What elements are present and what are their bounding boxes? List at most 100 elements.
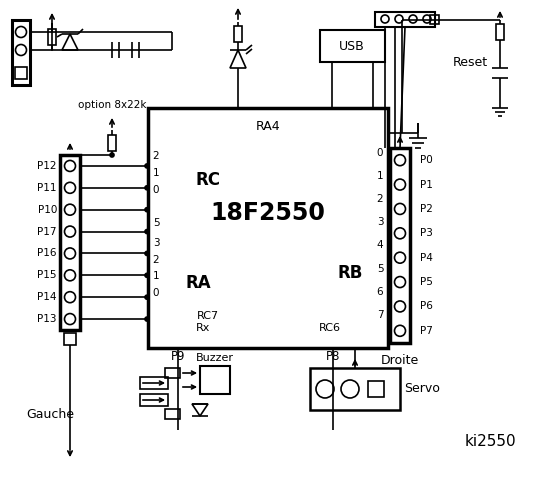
Circle shape	[145, 317, 149, 321]
Text: option 8x22k: option 8x22k	[78, 100, 146, 110]
Circle shape	[394, 301, 405, 312]
Text: 0: 0	[153, 288, 159, 298]
Text: 1: 1	[377, 171, 383, 181]
Bar	[148, 108, 388, 348]
Circle shape	[65, 160, 76, 171]
Text: RA: RA	[185, 274, 211, 292]
Text: 4: 4	[377, 240, 383, 251]
Text: Servo: Servo	[404, 383, 440, 396]
Circle shape	[145, 164, 149, 168]
Text: P12: P12	[38, 161, 57, 171]
Circle shape	[394, 228, 405, 239]
Text: Rx: Rx	[196, 323, 210, 333]
Circle shape	[395, 15, 403, 23]
Text: P6: P6	[420, 301, 433, 312]
Circle shape	[394, 325, 405, 336]
Text: 2: 2	[377, 194, 383, 204]
Text: RA4: RA4	[255, 120, 280, 132]
Bar	[430, 15, 439, 24]
Text: RB: RB	[337, 264, 363, 282]
Circle shape	[394, 179, 405, 190]
Text: 0: 0	[153, 185, 159, 195]
Circle shape	[65, 292, 76, 303]
Bar	[368, 381, 384, 397]
Text: 5: 5	[153, 218, 159, 228]
Bar	[200, 366, 230, 394]
Bar	[60, 155, 80, 330]
Circle shape	[394, 204, 405, 215]
Circle shape	[65, 270, 76, 281]
Text: P9: P9	[171, 349, 185, 362]
Circle shape	[409, 15, 417, 23]
Circle shape	[145, 273, 149, 277]
Text: P2: P2	[420, 204, 433, 214]
Bar	[108, 134, 116, 151]
Bar	[15, 67, 27, 79]
Circle shape	[65, 313, 76, 324]
Bar	[165, 409, 180, 419]
Bar	[234, 25, 242, 41]
Circle shape	[394, 276, 405, 288]
Text: P17: P17	[38, 227, 57, 237]
Text: 2: 2	[153, 151, 159, 161]
Circle shape	[65, 226, 76, 237]
Text: RC6: RC6	[319, 323, 341, 333]
Circle shape	[316, 380, 334, 398]
Circle shape	[110, 153, 114, 157]
Text: P14: P14	[38, 292, 57, 302]
Bar	[64, 333, 76, 345]
Text: 1: 1	[153, 271, 159, 281]
Text: 3: 3	[153, 238, 159, 248]
Circle shape	[145, 295, 149, 299]
Text: 7: 7	[377, 310, 383, 320]
Text: 2: 2	[153, 255, 159, 265]
Circle shape	[423, 15, 431, 23]
Text: 18F2550: 18F2550	[211, 201, 325, 225]
Text: P4: P4	[420, 252, 433, 263]
Text: Droite: Droite	[381, 355, 419, 368]
Text: P0: P0	[420, 155, 433, 165]
Circle shape	[65, 182, 76, 193]
Bar	[12, 20, 30, 85]
Text: P3: P3	[420, 228, 433, 238]
Circle shape	[15, 45, 27, 56]
Text: 0: 0	[377, 148, 383, 158]
Text: P11: P11	[38, 183, 57, 193]
Text: Buzzer: Buzzer	[196, 353, 234, 363]
Text: P8: P8	[326, 349, 340, 362]
Text: P16: P16	[38, 249, 57, 258]
Text: P10: P10	[38, 204, 57, 215]
Text: ki2550: ki2550	[464, 434, 516, 449]
Circle shape	[145, 229, 149, 234]
Text: Reset: Reset	[452, 57, 488, 70]
Bar	[496, 24, 504, 39]
Bar	[310, 368, 400, 410]
Bar	[320, 30, 385, 62]
Circle shape	[341, 380, 359, 398]
Text: 1: 1	[153, 168, 159, 178]
Circle shape	[15, 26, 27, 37]
Circle shape	[145, 252, 149, 255]
Text: P5: P5	[420, 277, 433, 287]
Text: 3: 3	[377, 217, 383, 228]
Text: USB: USB	[339, 39, 365, 52]
Bar	[390, 148, 410, 343]
Circle shape	[65, 204, 76, 215]
Circle shape	[65, 248, 76, 259]
Bar	[48, 28, 56, 45]
Text: Gauche: Gauche	[26, 408, 74, 421]
Bar	[140, 394, 168, 406]
Text: P15: P15	[38, 270, 57, 280]
Bar	[375, 12, 435, 27]
Bar	[140, 377, 168, 389]
Circle shape	[145, 208, 149, 212]
Circle shape	[145, 186, 149, 190]
Circle shape	[381, 15, 389, 23]
Circle shape	[394, 252, 405, 263]
Text: 5: 5	[377, 264, 383, 274]
Text: P7: P7	[420, 326, 433, 336]
Bar	[165, 368, 180, 378]
Text: 6: 6	[377, 287, 383, 297]
Text: RC: RC	[196, 171, 221, 189]
Text: P13: P13	[38, 314, 57, 324]
